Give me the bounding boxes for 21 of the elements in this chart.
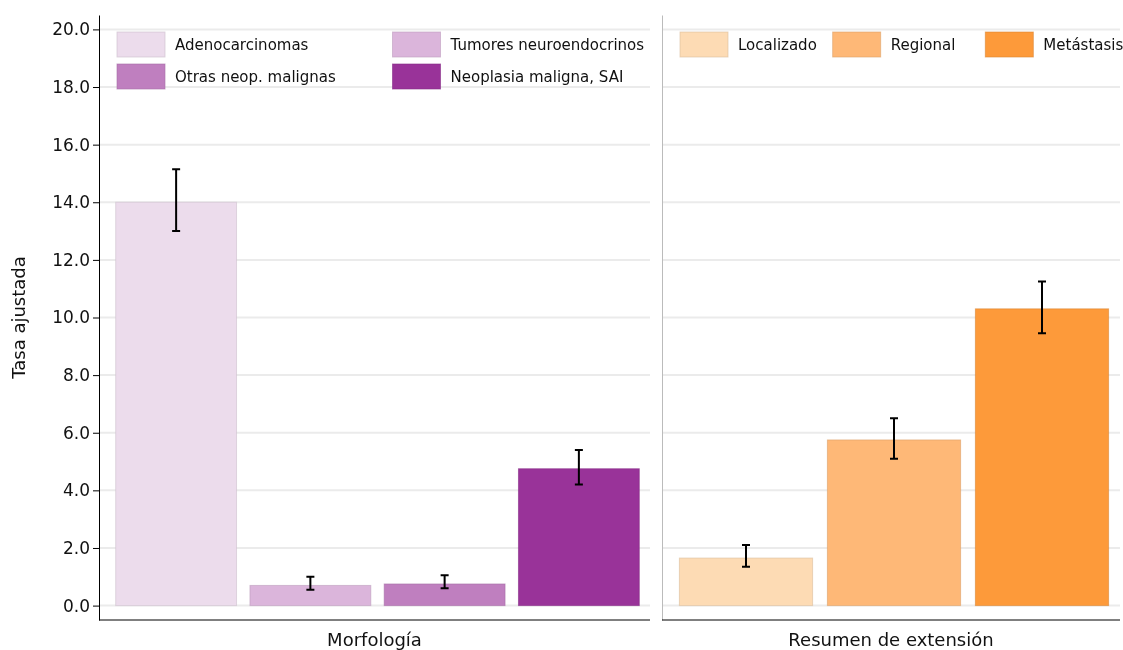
legend-label: Regional [890, 36, 956, 54]
y-tick-label: 10.0 [52, 307, 90, 328]
y-tick-label: 2.0 [62, 537, 90, 558]
x-axis-title: Morfología [327, 629, 422, 650]
x-axis-title: Resumen de extensión [788, 629, 994, 650]
y-tick-label: 6.0 [62, 422, 90, 443]
y-tick-label: 20.0 [52, 19, 90, 40]
legend-label: Metástasis [1043, 36, 1123, 54]
y-tick-label: 16.0 [52, 134, 90, 155]
legend-label: Localizado [738, 36, 817, 54]
legend-label: Neoplasia maligna, SAI [450, 68, 624, 86]
y-tick-label: 12.0 [52, 249, 90, 270]
y-tick-label: 18.0 [52, 76, 90, 97]
y-tick-label: 4.0 [62, 480, 90, 501]
y-tick-label: 14.0 [52, 192, 90, 213]
legend-label: Tumores neuroendocrinos [449, 36, 645, 54]
y-tick-label: 8.0 [62, 365, 90, 386]
legend-label: Adenocarcinomas [175, 36, 309, 54]
legend-label: Otras neop. malignas [175, 68, 336, 86]
y-axis-title: Tasa ajustada [8, 256, 29, 380]
y-tick-label: 0.0 [62, 595, 90, 616]
